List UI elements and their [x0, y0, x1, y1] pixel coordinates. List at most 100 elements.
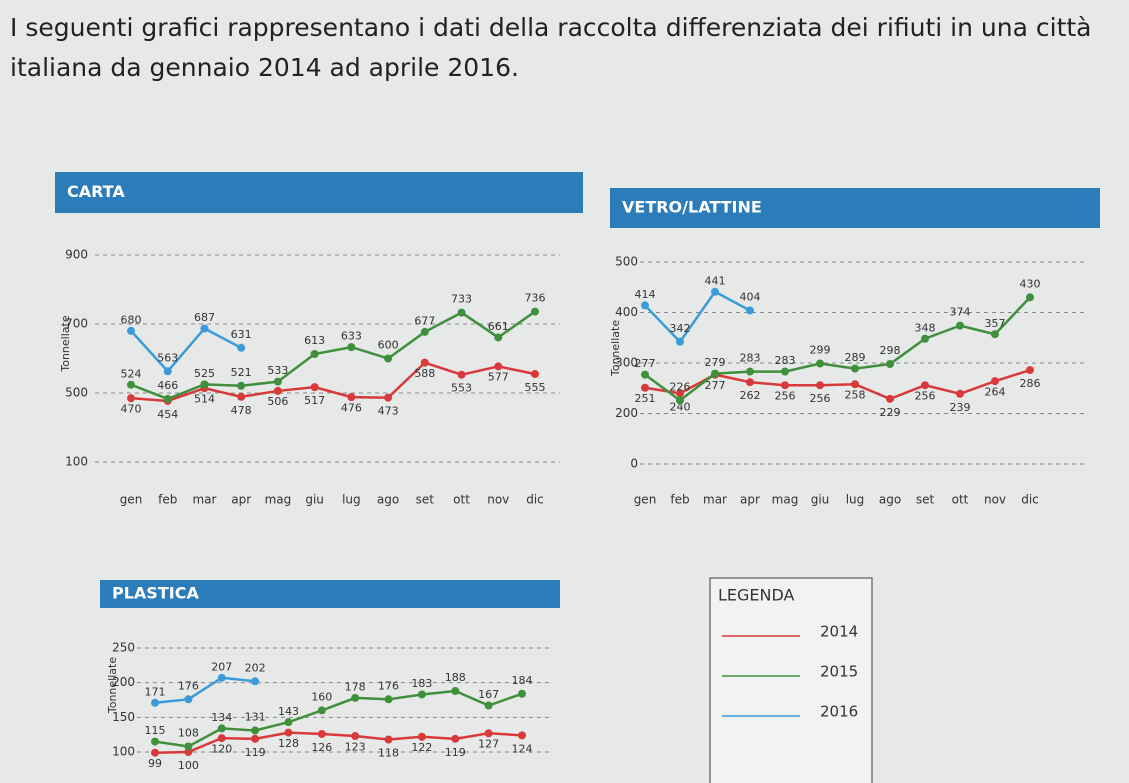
data-label: 588 [414, 367, 435, 380]
y-tick-label: 250 [112, 641, 135, 655]
point [494, 333, 503, 342]
point [317, 729, 326, 738]
point [237, 392, 246, 401]
data-label: 167 [478, 688, 499, 701]
point [127, 394, 135, 403]
legend-box [709, 577, 873, 783]
x-tick-label: apr [740, 493, 760, 507]
data-label: 677 [414, 315, 435, 328]
y-tick-label: 0 [630, 457, 638, 471]
point [886, 360, 894, 369]
point [746, 378, 754, 387]
chart-header [55, 172, 583, 213]
point [200, 380, 209, 389]
point [317, 706, 326, 715]
data-label: 473 [378, 405, 399, 418]
data-label: 613 [304, 334, 325, 347]
data-label: 286 [1020, 377, 1041, 390]
point [816, 381, 824, 390]
data-label: 239 [950, 401, 971, 414]
point [310, 383, 319, 392]
data-label: 661 [488, 320, 509, 333]
point [781, 381, 789, 390]
point [417, 690, 426, 699]
point [921, 334, 929, 343]
point [384, 735, 393, 744]
point [251, 726, 260, 735]
data-label: 100 [178, 759, 199, 772]
series-line [130, 310, 536, 401]
x-tick-label: apr [231, 493, 251, 507]
point [351, 732, 360, 741]
point [127, 380, 135, 389]
point [384, 695, 393, 704]
x-tick-label: ott [952, 493, 969, 507]
data-label: 128 [278, 737, 299, 750]
data-label: 680 [121, 314, 142, 327]
x-tick-label: gen [634, 493, 657, 507]
data-label: 525 [194, 367, 215, 380]
data-label: 342 [670, 322, 691, 335]
point [420, 327, 429, 336]
x-tick-label: set [416, 493, 435, 507]
data-label: 143 [278, 705, 299, 718]
data-label: 124 [512, 742, 533, 755]
data-label: 134 [211, 711, 232, 724]
point [347, 393, 356, 402]
data-label: 577 [488, 371, 509, 384]
x-tick-label: lug [342, 493, 361, 507]
y-axis-label: Tonnellate [609, 320, 622, 377]
legend-label: 2016 [820, 703, 858, 721]
data-label: 277 [705, 379, 726, 392]
point [457, 370, 466, 379]
series-line [644, 290, 751, 344]
x-tick-label: mar [192, 493, 216, 507]
data-label: 188 [445, 671, 466, 684]
point [237, 381, 246, 390]
point [451, 734, 460, 743]
point [284, 718, 293, 727]
x-tick-label: ott [453, 493, 470, 507]
x-tick-label: lug [846, 493, 865, 507]
data-label: 207 [211, 660, 232, 673]
y-tick-label: 200 [112, 675, 135, 689]
series-line [130, 326, 242, 374]
data-label: 115 [145, 724, 166, 737]
point [484, 729, 493, 738]
point [351, 693, 360, 702]
legend-label: 2015 [820, 663, 858, 681]
data-label: 553 [451, 382, 472, 395]
data-label: 733 [451, 293, 472, 306]
data-label: 283 [775, 354, 796, 367]
point [991, 330, 999, 339]
data-label: 118 [378, 747, 399, 760]
point [237, 343, 246, 352]
data-label: 256 [775, 389, 796, 402]
chart-title: VETRO/LATTINE [622, 198, 762, 217]
point [676, 389, 684, 398]
x-tick-label: set [916, 493, 935, 507]
chart-header [610, 188, 1100, 228]
point [417, 732, 426, 741]
data-label: 533 [267, 364, 288, 377]
series-line [154, 731, 523, 754]
point [641, 383, 649, 392]
point [251, 677, 260, 686]
point [991, 377, 999, 386]
x-tick-label: feb [670, 493, 689, 507]
point [851, 380, 859, 389]
point [494, 362, 503, 371]
data-label: 256 [915, 389, 936, 402]
data-label: 160 [311, 690, 332, 703]
series-line [154, 689, 523, 748]
data-label: 240 [670, 400, 691, 413]
data-label: 478 [231, 404, 252, 417]
point [781, 367, 789, 376]
x-tick-label: mag [265, 493, 292, 507]
y-tick-label: 900 [65, 248, 88, 262]
data-label: 131 [245, 711, 266, 724]
y-tick-label: 300 [615, 356, 638, 370]
y-tick-label: 700 [65, 317, 88, 331]
y-tick-label: 500 [65, 386, 88, 400]
